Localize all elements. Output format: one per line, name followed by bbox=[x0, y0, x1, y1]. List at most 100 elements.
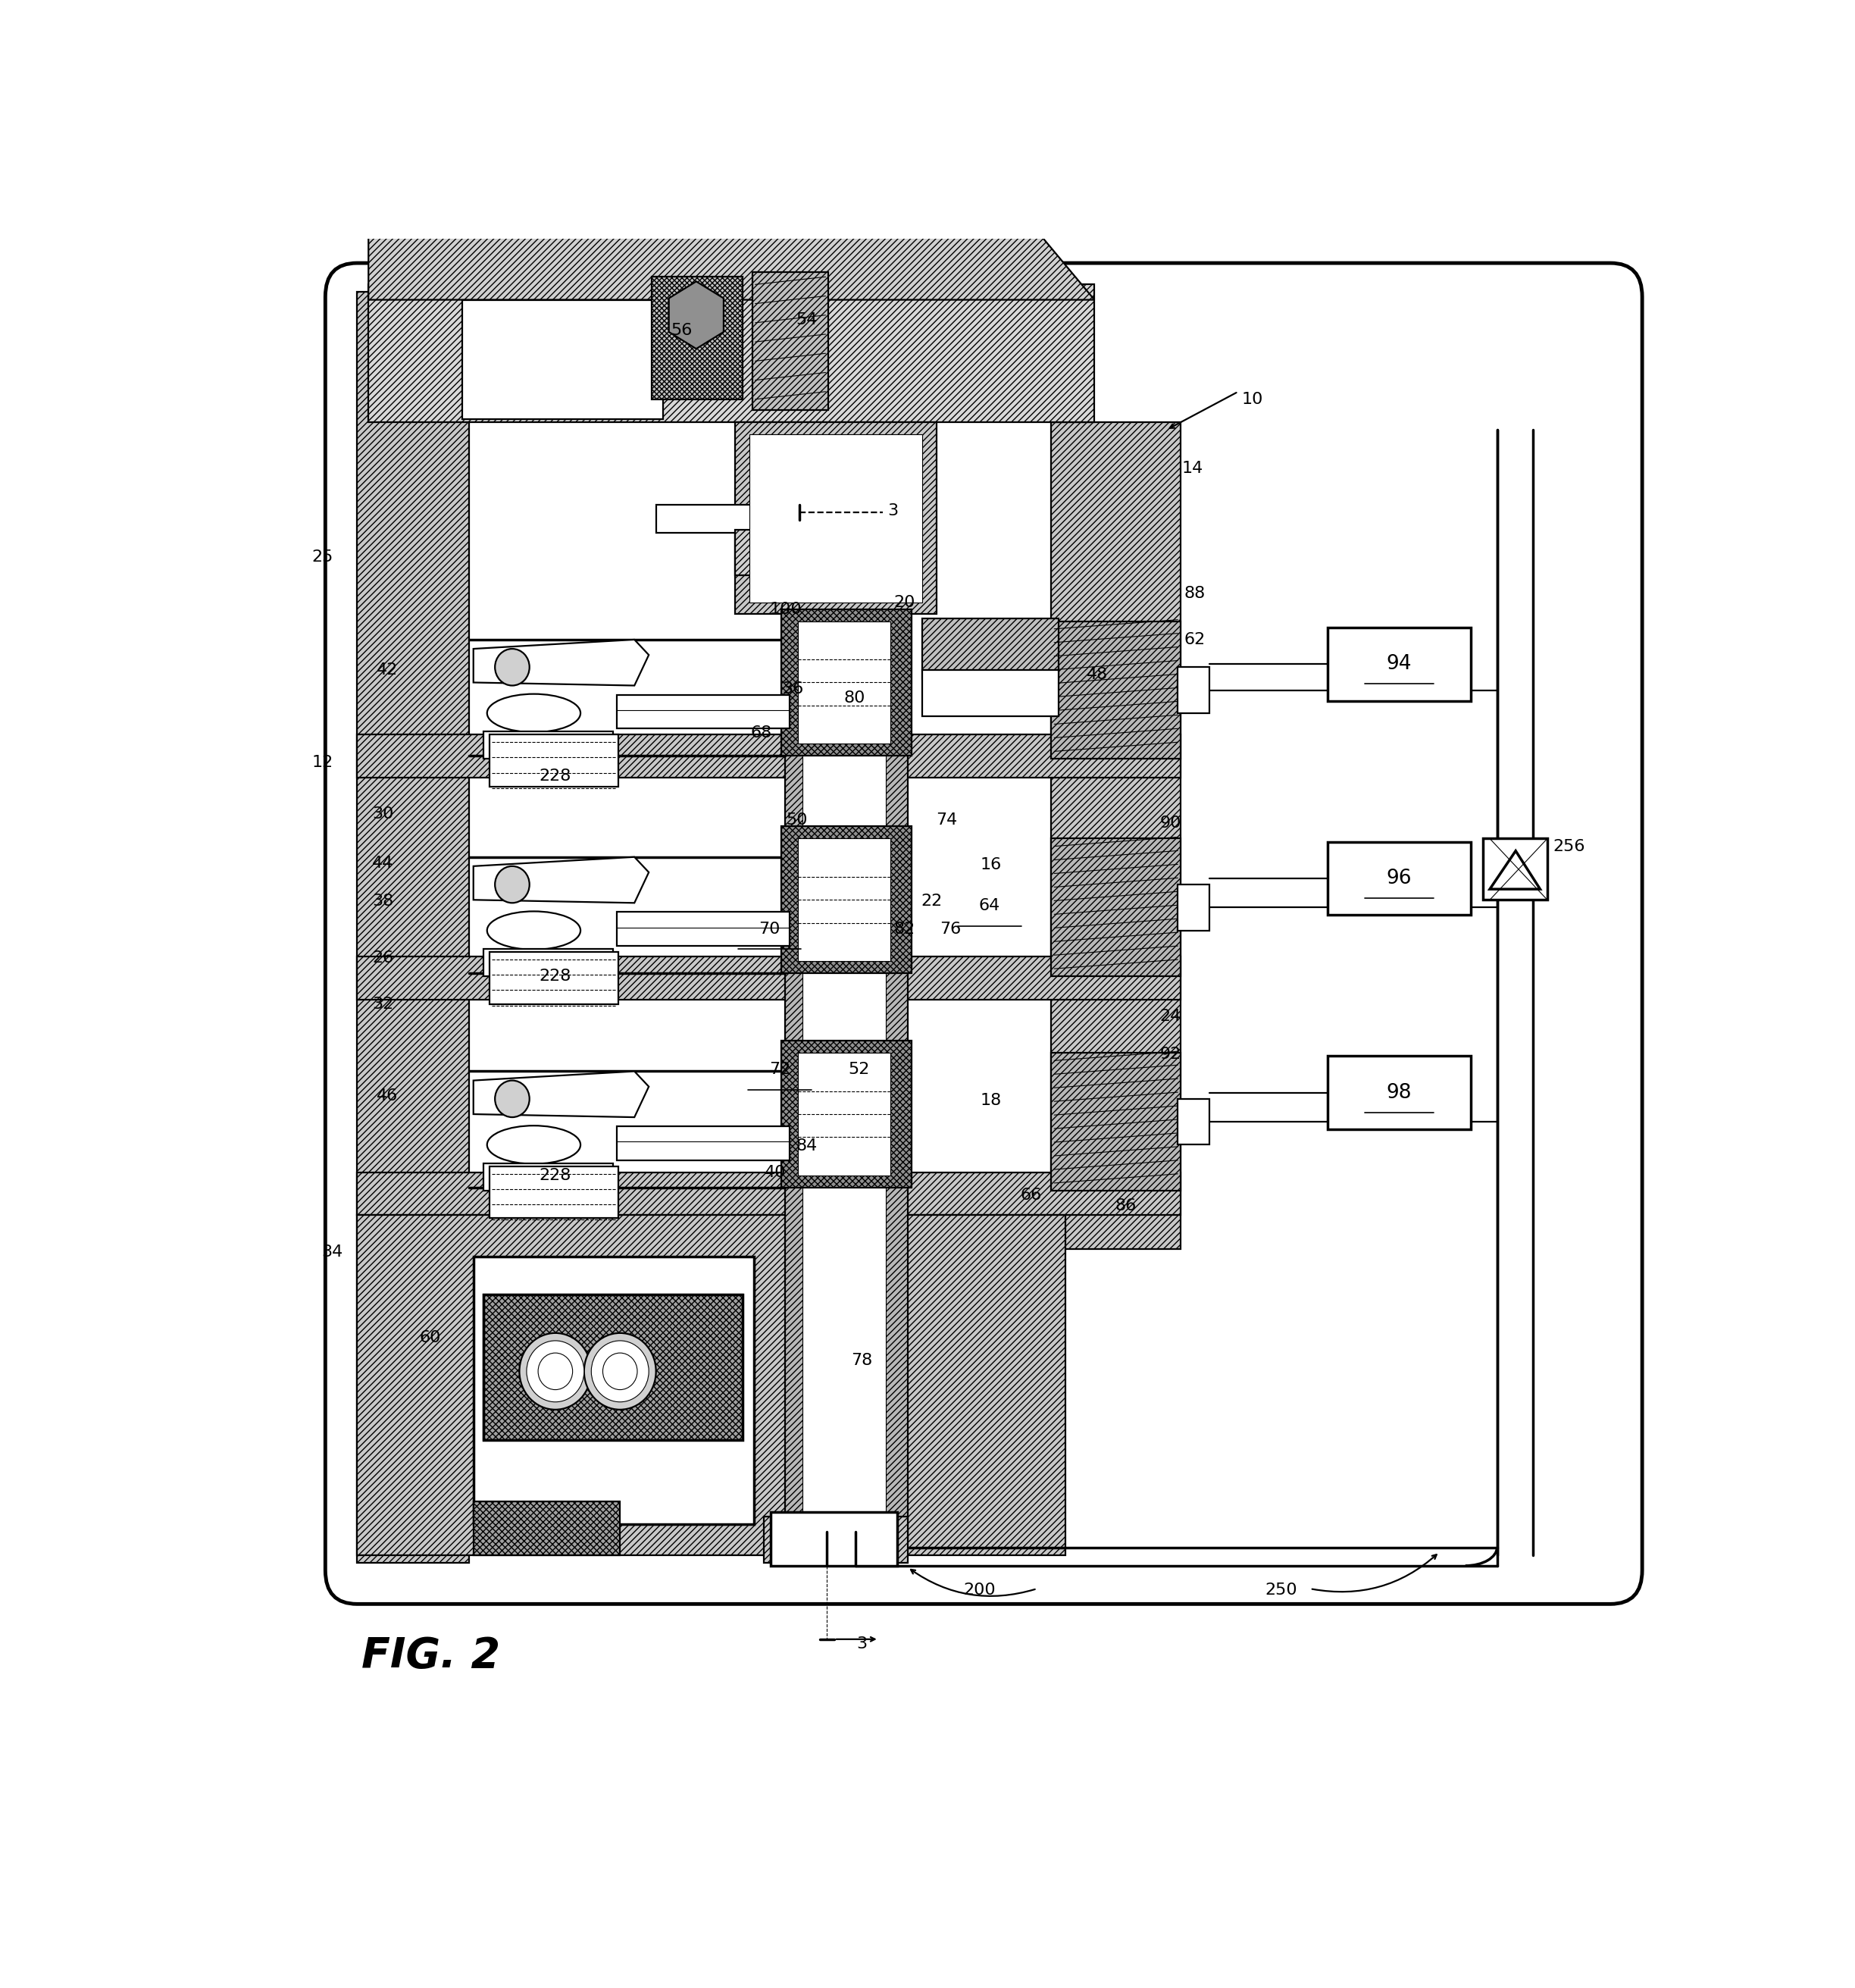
Ellipse shape bbox=[488, 1125, 581, 1163]
Polygon shape bbox=[781, 608, 913, 755]
Polygon shape bbox=[356, 1173, 1182, 1215]
Text: 48: 48 bbox=[1087, 668, 1107, 682]
Text: 98: 98 bbox=[1386, 1083, 1412, 1103]
Bar bbox=[1328, 841, 1471, 914]
Text: 46: 46 bbox=[377, 1087, 397, 1103]
Bar bbox=[803, 610, 887, 1533]
Ellipse shape bbox=[488, 911, 581, 950]
Bar bbox=[1178, 1099, 1209, 1145]
Text: 22: 22 bbox=[922, 895, 942, 909]
Text: 44: 44 bbox=[373, 855, 393, 871]
Circle shape bbox=[495, 867, 529, 903]
Polygon shape bbox=[484, 1294, 742, 1439]
Polygon shape bbox=[369, 284, 1094, 421]
Polygon shape bbox=[1490, 851, 1540, 889]
Bar bbox=[1482, 839, 1547, 901]
Bar bbox=[798, 620, 890, 744]
Bar bbox=[484, 948, 612, 976]
Text: 16: 16 bbox=[979, 857, 1002, 873]
Polygon shape bbox=[1052, 421, 1182, 1248]
Text: 56: 56 bbox=[672, 322, 692, 338]
Polygon shape bbox=[735, 421, 937, 614]
Bar bbox=[749, 435, 922, 602]
Circle shape bbox=[519, 1334, 592, 1409]
Polygon shape bbox=[356, 734, 1182, 777]
Polygon shape bbox=[651, 276, 742, 400]
Polygon shape bbox=[670, 282, 723, 348]
Text: 26: 26 bbox=[373, 950, 393, 966]
Polygon shape bbox=[473, 640, 649, 686]
Bar bbox=[484, 732, 612, 759]
Text: 256: 256 bbox=[1553, 839, 1584, 855]
Polygon shape bbox=[356, 1215, 1065, 1555]
Text: 80: 80 bbox=[844, 690, 864, 706]
Bar bbox=[490, 1167, 618, 1219]
Text: 3: 3 bbox=[889, 503, 898, 519]
Bar bbox=[618, 694, 790, 728]
Text: 84: 84 bbox=[796, 1139, 818, 1153]
Bar bbox=[484, 1294, 742, 1439]
Text: 14: 14 bbox=[1182, 461, 1202, 475]
Circle shape bbox=[584, 1334, 657, 1409]
Polygon shape bbox=[473, 1072, 649, 1117]
Text: 66: 66 bbox=[1020, 1187, 1043, 1203]
Text: 92: 92 bbox=[1159, 1048, 1182, 1062]
Text: 96: 96 bbox=[1386, 869, 1412, 889]
Text: FIG. 2: FIG. 2 bbox=[362, 1636, 501, 1676]
Bar bbox=[484, 1163, 612, 1191]
Text: 86: 86 bbox=[1115, 1199, 1137, 1213]
Polygon shape bbox=[473, 1501, 620, 1555]
Circle shape bbox=[592, 1340, 649, 1402]
Bar bbox=[922, 618, 1059, 680]
Polygon shape bbox=[473, 857, 649, 903]
Text: 228: 228 bbox=[540, 1167, 571, 1183]
Bar bbox=[735, 529, 822, 575]
Text: 34: 34 bbox=[321, 1244, 343, 1260]
Ellipse shape bbox=[488, 694, 581, 732]
Text: 94: 94 bbox=[1386, 654, 1412, 674]
Polygon shape bbox=[1052, 620, 1182, 759]
Bar bbox=[490, 952, 618, 1004]
Polygon shape bbox=[781, 1040, 913, 1187]
Bar bbox=[618, 1127, 790, 1161]
FancyBboxPatch shape bbox=[325, 262, 1642, 1604]
Polygon shape bbox=[753, 272, 829, 410]
Text: 36: 36 bbox=[781, 682, 803, 696]
Text: 50: 50 bbox=[787, 813, 807, 827]
Text: 18: 18 bbox=[979, 1093, 1002, 1107]
Bar bbox=[462, 300, 664, 419]
Polygon shape bbox=[1052, 839, 1182, 976]
Text: 88: 88 bbox=[1183, 586, 1206, 600]
Bar bbox=[490, 734, 618, 787]
Polygon shape bbox=[1052, 1054, 1182, 1191]
Polygon shape bbox=[369, 201, 1094, 300]
Polygon shape bbox=[356, 292, 469, 1563]
Bar bbox=[1178, 885, 1209, 930]
Text: 25: 25 bbox=[312, 549, 334, 565]
Polygon shape bbox=[356, 956, 1182, 1000]
Text: 40: 40 bbox=[764, 1165, 787, 1181]
Bar bbox=[1178, 668, 1209, 714]
Text: 42: 42 bbox=[377, 662, 397, 678]
Text: 74: 74 bbox=[935, 813, 957, 827]
Text: 24: 24 bbox=[1159, 1008, 1182, 1024]
Text: 78: 78 bbox=[851, 1354, 872, 1368]
Text: 228: 228 bbox=[540, 968, 571, 984]
Text: 200: 200 bbox=[963, 1582, 996, 1598]
Text: 12: 12 bbox=[312, 755, 334, 769]
Bar bbox=[772, 1513, 898, 1567]
Text: 30: 30 bbox=[373, 807, 393, 821]
Text: 32: 32 bbox=[373, 996, 393, 1012]
Text: 20: 20 bbox=[894, 594, 915, 610]
Text: 68: 68 bbox=[749, 726, 772, 742]
Bar bbox=[618, 912, 790, 946]
Text: 38: 38 bbox=[373, 895, 393, 909]
Text: 52: 52 bbox=[848, 1062, 870, 1077]
Circle shape bbox=[495, 1081, 529, 1117]
Polygon shape bbox=[785, 602, 907, 1539]
Text: 250: 250 bbox=[1265, 1582, 1297, 1598]
Bar bbox=[1328, 1056, 1471, 1129]
Text: 62: 62 bbox=[1183, 632, 1206, 648]
Text: 72: 72 bbox=[770, 1062, 790, 1077]
Bar bbox=[657, 505, 814, 533]
